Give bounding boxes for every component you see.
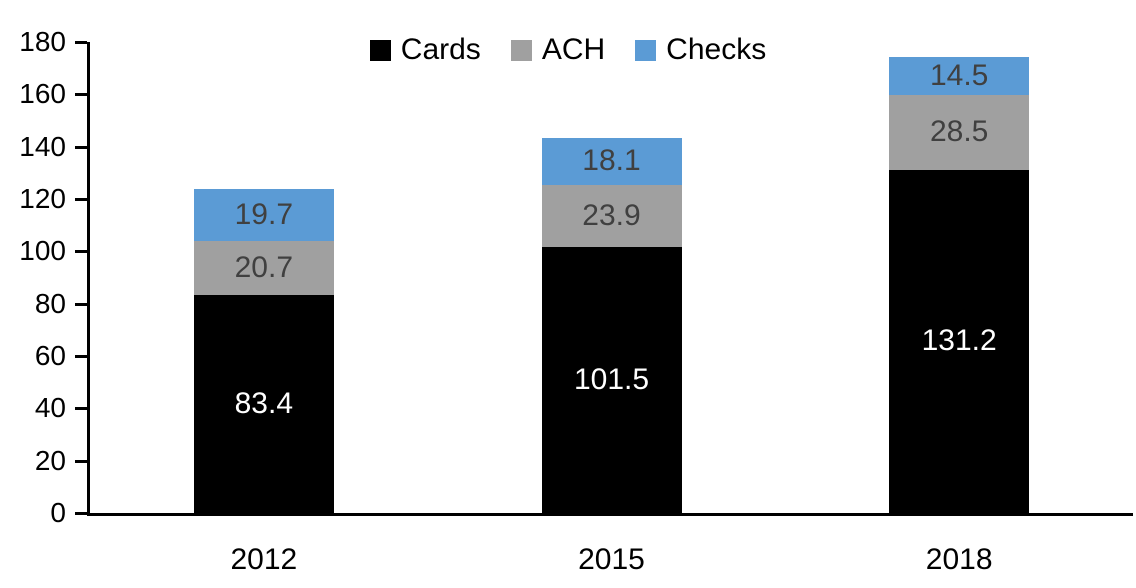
legend-item-checks: Checks	[635, 35, 766, 65]
y-axis-tick-label: 100	[19, 235, 66, 267]
legend-swatch-icon	[635, 39, 657, 61]
bar-segment-checks-2012: 19.7	[193, 189, 334, 241]
y-axis-tick-label: 140	[19, 130, 66, 162]
bar-value-label: 83.4	[234, 386, 294, 420]
bar-value-label: 18.1	[582, 144, 641, 178]
y-axis-line	[87, 42, 90, 516]
bar-segment-ach-2012: 20.7	[193, 240, 334, 295]
y-axis-tick-label: 80	[34, 287, 66, 319]
legend-item-cards: Cards	[369, 33, 481, 66]
y-axis-tick	[75, 512, 87, 515]
y-axis-tick	[75, 145, 87, 149]
x-axis-category-label: 2015	[578, 543, 645, 576]
y-axis-tick	[75, 355, 87, 358]
y-axis-tick	[75, 41, 87, 44]
y-axis-tick-label: 160	[19, 78, 66, 110]
bar-value-label: 20.7	[234, 250, 294, 284]
y-axis-tick-label: 120	[19, 183, 66, 214]
bar-value-label: 131.2	[921, 324, 997, 358]
bar-segment-cards-2018: 131.2	[889, 169, 1030, 513]
bar-segment-ach-2015: 23.9	[541, 184, 682, 248]
bar-value-label: 28.5	[929, 115, 989, 149]
y-axis-tick-label: 60	[34, 340, 66, 371]
y-axis-tick-label: 20	[34, 444, 66, 476]
y-axis-tick	[75, 93, 87, 97]
bar-value-label: 19.7	[234, 197, 294, 231]
legend-label: ACH	[541, 33, 606, 66]
x-axis-category-label: 2018	[925, 543, 993, 576]
legend-label: Checks	[666, 33, 767, 66]
y-axis-tick-label: 40	[34, 392, 66, 424]
bar-segment-checks-2015: 18.1	[541, 137, 682, 185]
y-axis-tick-label: 180	[19, 26, 66, 57]
x-axis-category-label: 2012	[230, 543, 298, 576]
legend-swatch-icon	[510, 39, 532, 61]
bar-value-label: 23.9	[582, 199, 641, 233]
chart-legend: Cards ACH Checks	[0, 28, 1136, 72]
y-axis-tick	[75, 250, 87, 254]
bar-segment-checks-2018: 14.5	[889, 57, 1030, 96]
bar-segment-cards-2015: 101.5	[541, 247, 682, 513]
bar-segment-cards-2012: 83.4	[193, 294, 334, 513]
bar-segment-ach-2018: 28.5	[889, 95, 1030, 170]
legend-label: Cards	[400, 33, 481, 66]
y-axis-tick	[75, 302, 87, 306]
y-axis-tick	[75, 198, 87, 201]
y-axis-tick-label: 0	[50, 497, 66, 528]
bar-value-label: 101.5	[573, 363, 650, 397]
legend-swatch-icon	[369, 39, 391, 61]
y-axis-tick	[75, 459, 87, 463]
bar-value-label: 14.5	[929, 59, 989, 93]
x-axis-line	[87, 513, 1133, 516]
legend-item-ach: ACH	[510, 33, 606, 66]
y-axis-tick	[75, 407, 87, 411]
